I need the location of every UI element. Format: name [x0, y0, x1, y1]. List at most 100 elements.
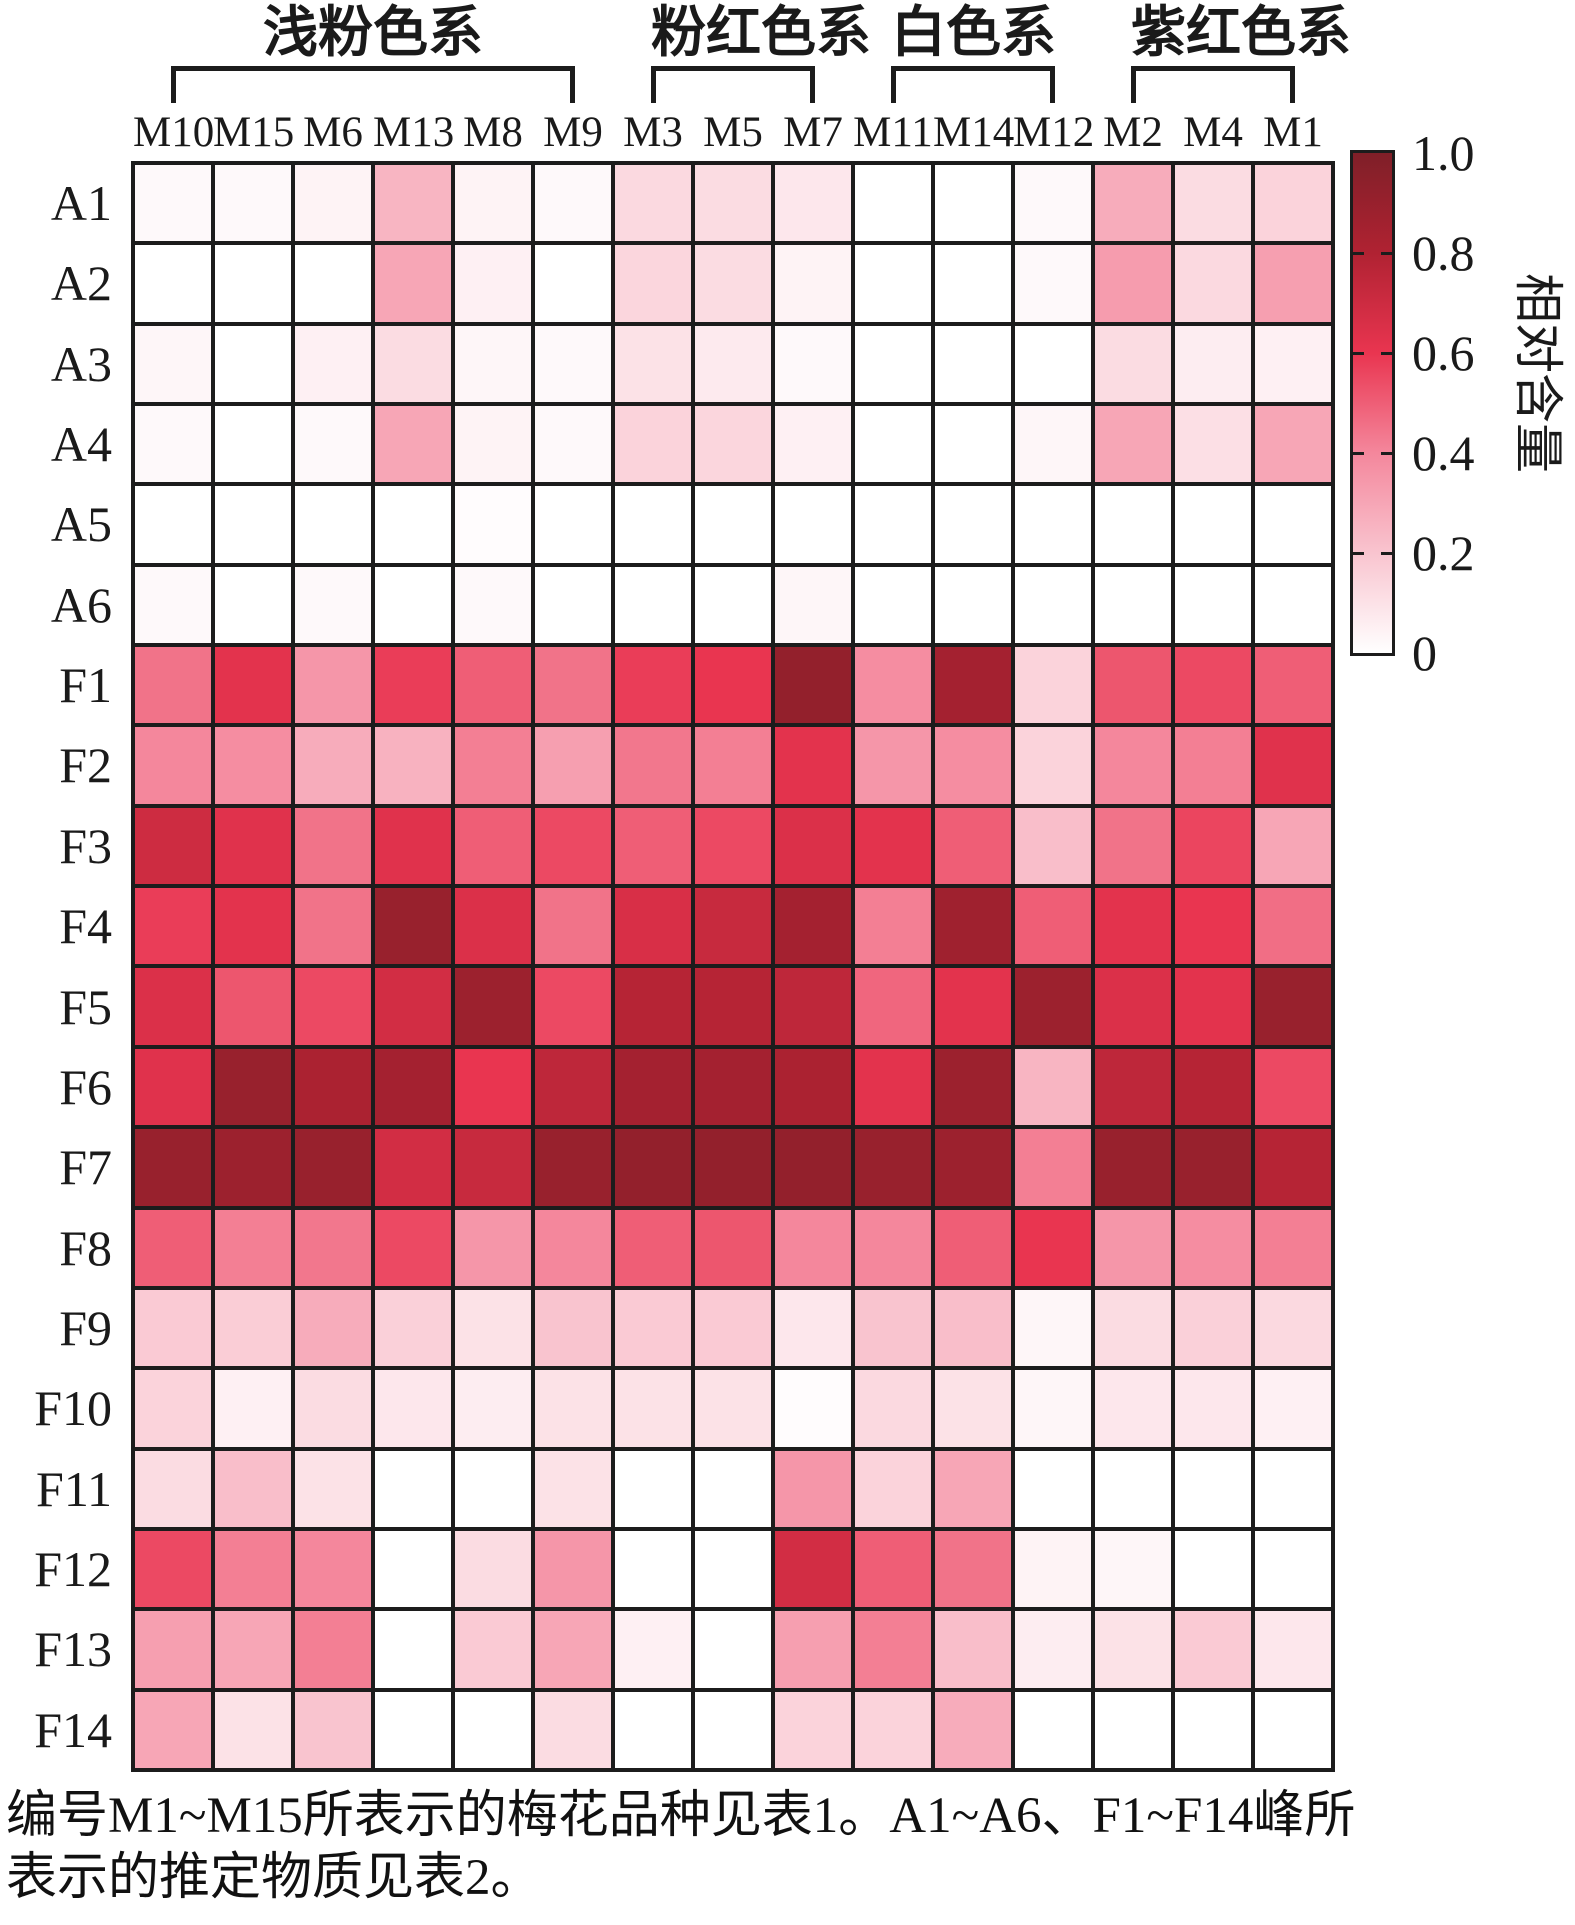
heatmap-cell	[453, 404, 533, 485]
heatmap-cell	[1253, 323, 1333, 405]
heatmap-cell	[133, 1046, 213, 1128]
heatmap-cell	[773, 163, 853, 244]
heatmap-cell	[773, 1609, 853, 1690]
heatmap-cell	[853, 1528, 933, 1610]
row-label: A6	[50, 576, 112, 633]
heatmap-cell	[373, 966, 453, 1047]
row-label: F1	[59, 657, 112, 714]
heatmap-cell	[133, 645, 213, 726]
heatmap-cell	[613, 564, 693, 646]
heatmap-cell	[1173, 564, 1253, 646]
heatmap-cell	[453, 1609, 533, 1690]
heatmap-cell	[613, 1689, 693, 1770]
heatmap-cell	[1093, 645, 1173, 726]
heatmap-cell	[1013, 243, 1093, 324]
heatmap-cell	[213, 163, 293, 244]
heatmap-cell	[1093, 404, 1173, 485]
heatmap-cell	[373, 1609, 453, 1690]
group-bracket	[891, 66, 1055, 103]
heatmap-cell	[853, 243, 933, 324]
heatmap-cell	[1173, 163, 1253, 244]
heatmap-cell	[853, 1609, 933, 1690]
heatmap-cell	[213, 404, 293, 485]
heatmap-cell	[293, 1609, 373, 1690]
heatmap-cell	[133, 323, 213, 405]
heatmap-cell	[453, 1368, 533, 1449]
heatmap-cell	[1093, 1287, 1173, 1369]
heatmap-cell	[1013, 1689, 1093, 1770]
heatmap-cell	[533, 645, 613, 726]
heatmap-cell	[933, 1368, 1013, 1449]
heatmap-cell	[693, 1609, 773, 1690]
heatmap-cell	[933, 725, 1013, 806]
heatmap-cell	[453, 484, 533, 565]
heatmap-cell	[213, 805, 293, 887]
heatmap-cell	[293, 323, 373, 405]
heatmap-cell	[373, 323, 453, 405]
heatmap-grid	[131, 161, 1335, 1772]
heatmap-cell	[613, 484, 693, 565]
heatmap-cell	[373, 1207, 453, 1288]
column-label: M4	[1183, 109, 1243, 156]
colorbar-tick	[1381, 252, 1392, 255]
heatmap-cell	[693, 1368, 773, 1449]
heatmap-cell	[213, 1046, 293, 1128]
heatmap-cell	[453, 725, 533, 806]
heatmap-cell	[773, 1046, 853, 1128]
heatmap-cell	[933, 886, 1013, 967]
row-label: A4	[50, 416, 112, 473]
heatmap-cell	[373, 1368, 453, 1449]
heatmap-cell	[773, 966, 853, 1047]
heatmap-cell	[933, 323, 1013, 405]
heatmap-cell	[533, 1448, 613, 1529]
column-label: M7	[783, 109, 843, 156]
heatmap-cell	[933, 805, 1013, 887]
heatmap-cell	[533, 323, 613, 405]
heatmap-cell	[693, 966, 773, 1047]
heatmap-cell	[853, 323, 933, 405]
heatmap-cell	[133, 1287, 213, 1369]
heatmap-cell	[1093, 1127, 1173, 1208]
heatmap-cell	[933, 243, 1013, 324]
heatmap-cell	[133, 1609, 213, 1690]
heatmap-cell	[213, 1207, 293, 1288]
group-bracket	[1131, 66, 1295, 103]
heatmap-cell	[693, 645, 773, 726]
heatmap-cell	[293, 1689, 373, 1770]
heatmap-cell	[853, 564, 933, 646]
heatmap-cell	[533, 1689, 613, 1770]
group-label: 浅粉色系	[262, 2, 483, 63]
heatmap-cell	[1013, 484, 1093, 565]
row-label: F10	[34, 1380, 112, 1437]
heatmap-cell	[853, 1046, 933, 1128]
heatmap-cell	[453, 323, 533, 405]
heatmap-cell	[1093, 805, 1173, 887]
heatmap-cell	[453, 163, 533, 244]
heatmap-cell	[533, 404, 613, 485]
heatmap-cell	[1173, 1207, 1253, 1288]
heatmap-cell	[213, 1127, 293, 1208]
heatmap-cell	[1253, 163, 1333, 244]
heatmap-cell	[1093, 1528, 1173, 1610]
heatmap-cell	[853, 163, 933, 244]
colorbar-tick-label: 0.8	[1412, 225, 1475, 281]
group-bracket	[171, 66, 575, 103]
colorbar-tick	[1381, 452, 1392, 455]
heatmap-cell	[293, 1127, 373, 1208]
heatmap-cell	[1253, 1287, 1333, 1369]
heatmap-cell	[1173, 323, 1253, 405]
heatmap-cell	[533, 564, 613, 646]
row-label: F13	[34, 1621, 112, 1678]
heatmap-cell	[1093, 1046, 1173, 1128]
colorbar-axis-label: 相对含量	[1510, 273, 1566, 473]
heatmap-cell	[613, 1287, 693, 1369]
heatmap-cell	[293, 564, 373, 646]
heatmap-cell	[613, 966, 693, 1047]
colorbar-tick	[1353, 352, 1364, 355]
heatmap-cell	[373, 1689, 453, 1770]
figure-caption: 编号M1~M15所表示的梅花品种见表1。A1~A6、F1~F14峰所 表示的推定…	[6, 1785, 1571, 1909]
colorbar-tick	[1353, 452, 1364, 455]
heatmap-cell	[773, 1368, 853, 1449]
heatmap-cell	[1013, 886, 1093, 967]
heatmap-cell	[373, 645, 453, 726]
